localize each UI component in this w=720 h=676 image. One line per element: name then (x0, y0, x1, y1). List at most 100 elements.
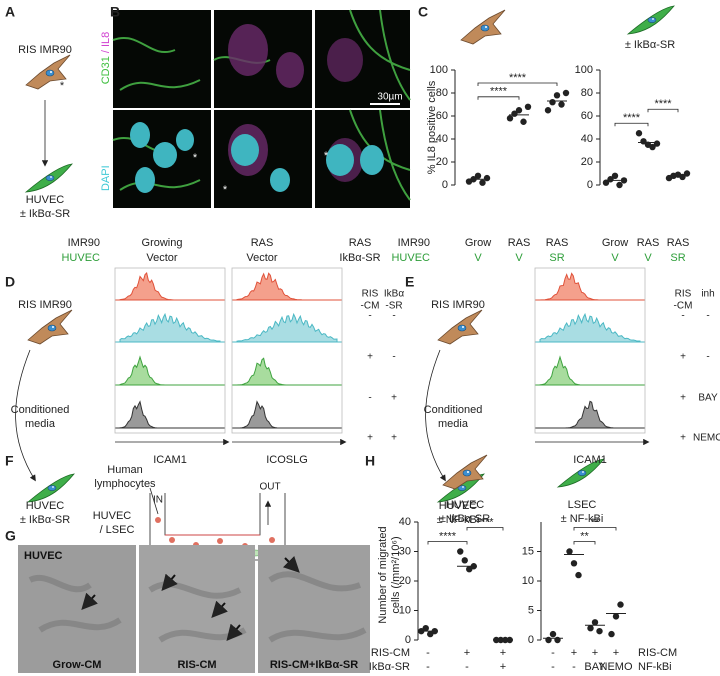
cell-label: RIS IMR90 (18, 44, 72, 56)
cell-label: HUVEC (26, 194, 65, 206)
y-tick-label: 20 (581, 156, 593, 168)
data-point (461, 557, 468, 564)
y-tick-label: 0 (405, 634, 411, 646)
column-label: Vector (146, 252, 178, 264)
cell-label: RIS IMR90 (18, 299, 72, 311)
condition-value: - (681, 311, 684, 322)
significance-bracket (477, 96, 520, 100)
histogram (236, 400, 337, 429)
arrow-label: media (25, 418, 56, 430)
histogram (236, 312, 338, 343)
y-tick-label: 20 (436, 156, 448, 168)
arrow (425, 349, 446, 482)
condition-value: NEMO (693, 433, 720, 444)
data-point (635, 130, 643, 137)
panel-label: E (405, 274, 414, 290)
condition-value: - (368, 393, 371, 404)
condition-value: - (368, 311, 371, 322)
category-label: Grow (602, 237, 628, 249)
column-label: RAS (349, 237, 372, 249)
cell-label: HUVEC (439, 500, 478, 512)
significance-label: **** (476, 516, 494, 528)
diagram-label: HUVEC (93, 510, 132, 522)
data-point (611, 172, 619, 179)
category-label: + (592, 647, 598, 659)
data-point (602, 179, 610, 186)
condition-value: + (367, 352, 373, 363)
fibroblast-icon (460, 9, 506, 45)
category-label: + (571, 647, 577, 659)
condition-header: IkBα (384, 289, 404, 300)
category-label: - (426, 661, 430, 673)
y-tick-label: 0 (442, 179, 448, 191)
histogram (539, 272, 640, 301)
arrow (15, 349, 36, 482)
y-tick-label: 5 (528, 604, 534, 616)
histogram (539, 355, 640, 386)
significance-label: **** (509, 72, 527, 84)
x-axis-label: ICAM1 (153, 454, 187, 466)
x-axis-label: ICAM1 (573, 454, 607, 466)
y-tick-label: 0 (528, 634, 534, 646)
significance-bracket (466, 527, 504, 531)
significance-label: ** (580, 530, 589, 542)
panel-label: D (5, 274, 15, 290)
row-name: RIS-CM (638, 647, 677, 659)
category-label: - (426, 647, 430, 659)
significance-bracket (477, 82, 558, 86)
significance-label: ** (591, 516, 600, 528)
diagram-label: OUT (259, 482, 280, 493)
diagram-label: IN (153, 495, 163, 506)
condition-header: inh (701, 289, 714, 300)
image-caption: RIS-CM+IkBα-SR (270, 659, 358, 671)
significance-label: **** (439, 530, 457, 542)
y-tick-label: 100 (430, 64, 448, 76)
category-label: V (474, 252, 482, 264)
row-name: HUVEC (61, 252, 100, 264)
condition-value: - (706, 311, 709, 322)
data-point (422, 625, 429, 632)
data-point (524, 103, 532, 111)
condition-value: + (680, 352, 686, 363)
data-point (587, 625, 594, 632)
y-tick-label: 80 (436, 87, 448, 99)
y-axis-label: % IL8 positive cells (426, 80, 438, 174)
data-point (483, 174, 491, 182)
category-label: RAS (637, 237, 660, 249)
condition-value: - (392, 352, 395, 363)
endothelial-icon (627, 5, 675, 35)
significance-bracket (427, 541, 468, 545)
condition-header: -SR (385, 301, 402, 312)
significance-label: **** (490, 86, 508, 98)
panel-label: F (5, 453, 14, 469)
data-point (596, 627, 603, 635)
histogram (119, 272, 220, 301)
row-name: NF-kBi (638, 661, 672, 673)
y-tick-label: 15 (522, 545, 534, 557)
category-label: RAS (667, 237, 690, 249)
significance-bracket (573, 527, 617, 531)
arrow-label: Conditioned (11, 404, 70, 416)
asterisk: * (193, 152, 198, 164)
data-point (562, 89, 570, 97)
data-point (570, 560, 578, 567)
data-point (474, 172, 482, 179)
y-tick-label: 60 (436, 110, 448, 122)
category-label: RAS (508, 237, 531, 249)
y-tick-label: 40 (581, 133, 593, 145)
category-label: + (613, 647, 619, 659)
category-label: - (551, 661, 555, 673)
condition-value: - (706, 352, 709, 363)
category-label: V (515, 252, 523, 264)
condition-value: + (680, 433, 686, 444)
cell-label: RIS IMR90 (431, 299, 485, 311)
significance-label: **** (623, 112, 641, 124)
chart-title: LSEC (568, 499, 597, 511)
histogram (119, 312, 221, 343)
panel-label: B (110, 4, 120, 20)
y-tick-label: 40 (399, 516, 411, 528)
y-tick-label: 80 (581, 87, 593, 99)
column-label: RAS (251, 237, 274, 249)
category-label: RAS (546, 237, 569, 249)
